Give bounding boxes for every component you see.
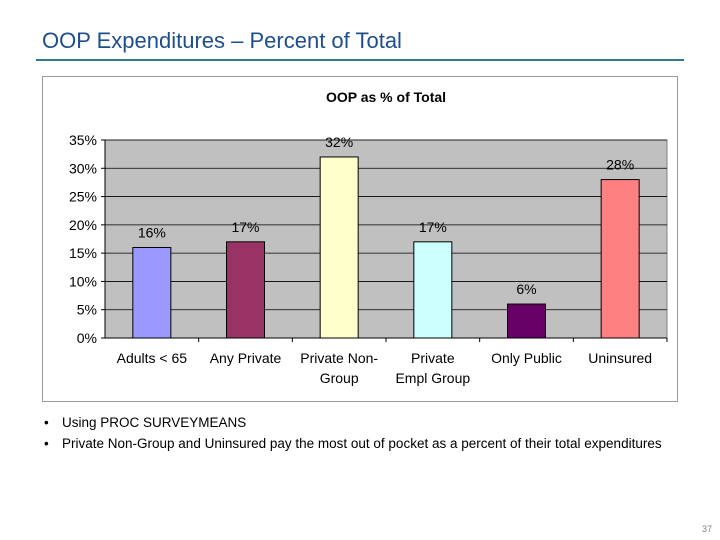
slide-title: OOP Expenditures – Percent of Total (42, 28, 402, 53)
y-tick-label: 35% (69, 132, 97, 148)
data-label: 17% (419, 219, 447, 235)
y-tick-label: 25% (69, 189, 97, 205)
data-label: 6% (516, 281, 536, 297)
x-tick-label: Uninsured (588, 350, 652, 366)
y-tick-label: 5% (77, 302, 97, 318)
bullet-dot-icon: • (44, 415, 49, 430)
bar-chart: OOP as % of Total 0% 5% 10% 15% 20% 25% 30% 35% 1… (69, 89, 668, 386)
bullet-text: Private Non-Group and Uninsured pay the … (62, 436, 662, 451)
bullet-item: • Using PROC SURVEYMEANS (44, 414, 684, 432)
bar (600, 179, 640, 339)
x-tick-label: Private Non- (300, 350, 378, 366)
y-tick-label: 20% (69, 217, 97, 233)
bar (226, 241, 265, 339)
bullet-dot-icon: • (44, 436, 49, 451)
page-number: 37 (701, 524, 712, 534)
x-tick-label: Any Private (210, 350, 282, 366)
bar (413, 241, 453, 339)
data-label: 17% (231, 219, 259, 235)
chart-title: OOP as % of Total (326, 89, 446, 105)
x-tick-label: Empl Group (395, 370, 470, 386)
bar (507, 303, 546, 339)
x-tick-label: Group (320, 370, 359, 386)
x-tick-label: Adults < 65 (117, 350, 188, 366)
chart-frame: OOP as % of Total 0% 5% 10% 15% 20% 25% 30% 35% 1… (42, 76, 678, 402)
y-tick-label: 15% (69, 245, 97, 261)
bullet-text: Using PROC SURVEYMEANS (62, 415, 247, 430)
x-tick-label: Only Public (491, 350, 562, 366)
bar (132, 246, 172, 339)
y-tick-label: 10% (69, 273, 97, 289)
title-divider (36, 59, 684, 61)
bar (319, 156, 359, 339)
x-tick-label: Private (411, 350, 455, 366)
bullet-item: • Private Non-Group and Uninsured pay th… (44, 435, 684, 453)
data-label: 16% (138, 224, 166, 240)
plot-area (104, 139, 668, 339)
y-tick-label: 30% (69, 160, 97, 176)
data-label: 28% (606, 157, 634, 173)
y-tick-label: 0% (77, 330, 97, 346)
data-label: 32% (325, 134, 353, 150)
bullet-list: • Using PROC SURVEYMEANS • Private Non-G… (44, 414, 684, 456)
